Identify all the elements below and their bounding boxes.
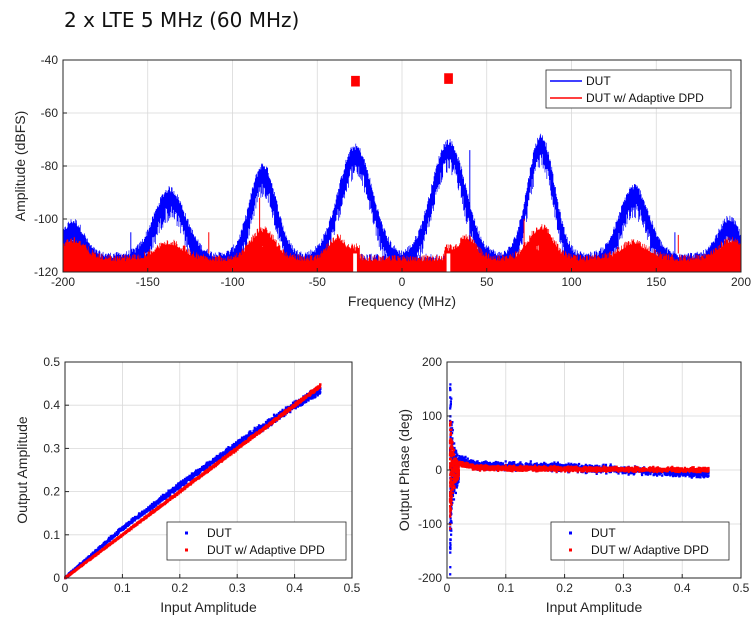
x-tick-label: 50 [480, 275, 494, 289]
y-tick-label: 0.2 [43, 485, 60, 499]
y-tick-label: 0 [435, 463, 442, 477]
am-pm-plot: 0 0.1 0.2 0.3 0.4 0.5 -200 -100 0 100 200 Input Amp… [396, 355, 750, 615]
x-tick-label: 0.3 [229, 581, 246, 595]
y-tick-label: 0.5 [43, 355, 60, 369]
x-tick-label: 150 [646, 275, 666, 289]
x-axis-label: Frequency (MHz) [348, 293, 456, 309]
carrier-gap [353, 253, 357, 272]
x-tick-label: 0.1 [114, 581, 131, 595]
y-axis-label: Output Amplitude [14, 416, 30, 524]
legend-label: DUT w/ Adaptive DPD [586, 91, 704, 105]
y-tick-label: 0.3 [43, 441, 60, 455]
x-tick-label: 0.5 [733, 581, 750, 595]
x-tick-label: 0 [399, 275, 406, 289]
y-tick-label: 0.1 [43, 528, 60, 542]
x-tick-label: 0 [62, 581, 69, 595]
legend-label: DUT w/ Adaptive DPD [207, 543, 325, 557]
y-tick-label: 0.4 [43, 398, 60, 412]
x-tick-label: 0.2 [171, 581, 188, 595]
legend-box [550, 521, 730, 561]
x-tick-label: 0.4 [674, 581, 691, 595]
legend-marker [569, 548, 572, 552]
legend-label: DUT [207, 526, 232, 540]
x-tick-label: 200 [731, 275, 751, 289]
x-tick-label: 0.5 [344, 581, 361, 595]
legend-label: DUT w/ Adaptive DPD [591, 543, 709, 557]
y-tick-label: -120 [34, 265, 58, 279]
spectrum-plot: -200 -150 -100 -50 0 50 100 150 200 -120 -100 -80 -6… [12, 53, 751, 309]
y-axis-label: Output Phase (deg) [396, 409, 412, 531]
x-tick-label: 0 [444, 581, 451, 595]
series-points-dpd [448, 420, 710, 530]
y-tick-label: 100 [422, 409, 442, 423]
carrier-gap [446, 253, 451, 272]
y-tick-label: 200 [422, 355, 442, 369]
x-tick-label: 100 [561, 275, 581, 289]
y-tick-label: -60 [41, 106, 59, 120]
axes-frame [64, 361, 353, 579]
legend-box [545, 69, 732, 109]
y-tick-label: -200 [418, 571, 442, 585]
y-tick-label: -80 [41, 159, 59, 173]
legend-marker [185, 531, 188, 535]
legend-box [166, 521, 347, 561]
x-tick-label: 0.3 [615, 581, 632, 595]
legend-marker [569, 531, 572, 535]
series-trace-dpd [63, 73, 741, 272]
x-tick-label: -100 [220, 275, 244, 289]
x-tick-label: -50 [309, 275, 327, 289]
series-points-dpd [64, 383, 322, 580]
x-tick-label: 0.1 [497, 581, 514, 595]
x-tick-label: 0.4 [286, 581, 303, 595]
legend-label: DUT [591, 526, 616, 540]
x-tick-label: -200 [51, 275, 75, 289]
legend-marker [185, 548, 188, 552]
x-axis-label: Input Amplitude [546, 599, 643, 615]
y-tick-label: -100 [34, 212, 58, 226]
x-tick-label: 0.2 [556, 581, 573, 595]
y-tick-label: 0 [53, 571, 60, 585]
x-tick-label: -150 [136, 275, 160, 289]
page-title: 2 x LTE 5 MHz (60 MHz) [64, 8, 300, 32]
y-tick-label: -40 [41, 53, 59, 67]
y-axis-label: Amplitude (dBFS) [12, 111, 28, 221]
legend-label: DUT [586, 74, 611, 88]
y-tick-label: -100 [418, 517, 442, 531]
am-am-plot: 0 0.1 0.2 0.3 0.4 0.5 0 0.1 0.2 0.3 0.4 0.5 Input Am… [14, 355, 361, 615]
x-axis-label: Input Amplitude [160, 599, 257, 615]
